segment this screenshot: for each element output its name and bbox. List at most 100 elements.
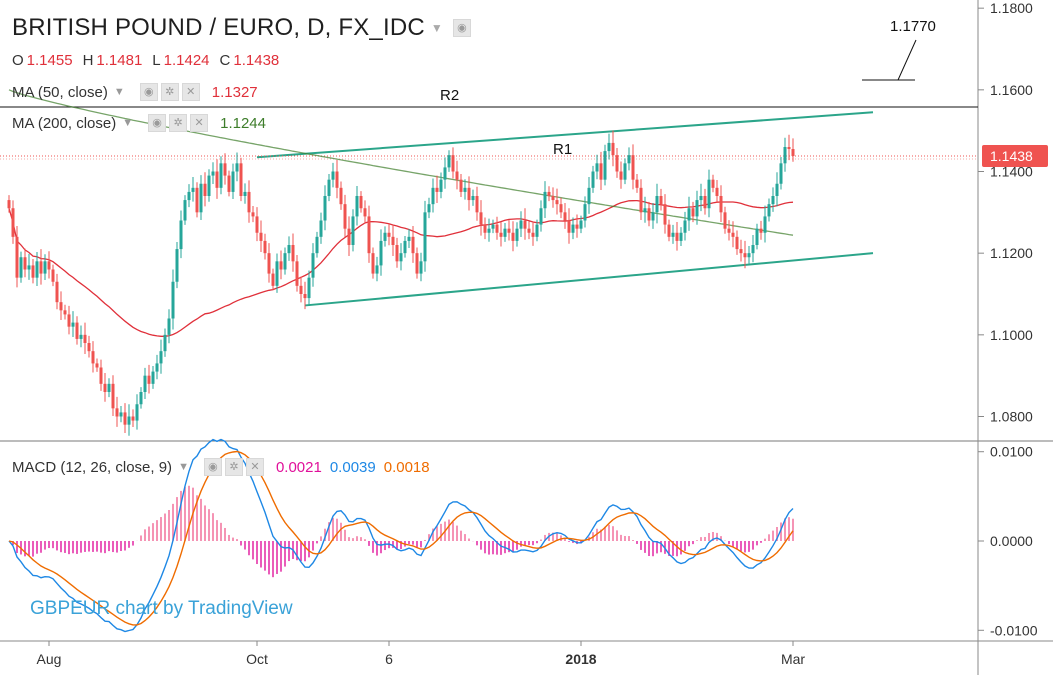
candle-body: [703, 196, 707, 209]
candle-body: [655, 196, 659, 213]
candle-body: [127, 416, 131, 425]
ma200-eye-icon[interactable]: ◉: [148, 114, 167, 132]
eye-icon[interactable]: ◉: [453, 19, 471, 37]
candle-body: [323, 196, 327, 221]
ma200-label: MA (200, close): [12, 114, 117, 132]
channel-upper-line: [256, 111, 874, 159]
macd-tick-label: 0.0000: [990, 533, 1033, 549]
candle-body: [691, 208, 695, 217]
candle-body: [743, 253, 747, 258]
candle-body: [699, 196, 703, 201]
chart-title-row: BRITISH POUND / EURO, D, FX_IDC ▼ ◉: [12, 14, 471, 42]
candle-body: [411, 236, 415, 254]
candle-body: [159, 351, 163, 364]
candle-body: [551, 196, 555, 201]
ma50-dropdown-icon[interactable]: ▼: [113, 86, 125, 98]
candle-body: [155, 363, 159, 372]
macd-dropdown-icon[interactable]: ▼: [178, 461, 189, 473]
candle-body: [555, 200, 559, 205]
macd-settings-icon[interactable]: ✲: [224, 458, 243, 476]
candle-body: [619, 171, 623, 180]
candle-body: [143, 375, 147, 392]
candle-body: [439, 179, 443, 192]
candle-body: [191, 187, 195, 192]
candle-body: [651, 212, 655, 221]
ma50-close-icon[interactable]: ✕: [181, 83, 200, 101]
candle-body: [503, 228, 507, 237]
ma50-settings-icon[interactable]: ✲: [160, 83, 179, 101]
candle-body: [447, 155, 451, 168]
candle-body: [663, 204, 667, 225]
ohlc-close-value: 1.1438: [233, 52, 280, 69]
candle-body: [671, 232, 675, 237]
candlestick-series[interactable]: [7, 130, 795, 436]
candle-body: [463, 187, 467, 192]
candle-body: [547, 191, 551, 196]
candle-body: [91, 351, 95, 364]
ma200-close-icon[interactable]: ✕: [190, 114, 209, 132]
ma200-settings-icon[interactable]: ✲: [169, 114, 188, 132]
candle-body: [279, 261, 283, 270]
candle-body: [539, 208, 543, 225]
candle-body: [23, 257, 27, 270]
ohlc-low-value: 1.1424: [163, 52, 210, 69]
candle-body: [399, 253, 403, 262]
candle-body: [455, 171, 459, 180]
candle-body: [723, 212, 727, 229]
time-tick-label: 6: [385, 651, 393, 667]
price-tick-label: 1.1800: [990, 0, 1033, 16]
candle-body: [179, 220, 183, 250]
moving-averages: [8, 89, 794, 337]
candle-body: [627, 155, 631, 164]
ma200-dropdown-icon[interactable]: ▼: [122, 117, 134, 129]
candle-body: [387, 232, 391, 237]
candle-body: [775, 183, 779, 196]
ma200-legend[interactable]: MA (200, close) ▼ ◉ ✲ ✕ 1.1244: [12, 114, 266, 132]
macd-legend[interactable]: MACD (12, 26, close, 9) ▼ ◉ ✲ ✕ 0.0021 0…: [12, 458, 430, 476]
candle-body: [523, 220, 527, 229]
candle-body: [683, 220, 687, 233]
current-price-label: 1.1438: [990, 148, 1033, 164]
candle-body: [87, 343, 91, 352]
candle-body: [239, 163, 243, 196]
macd-eye-icon[interactable]: ◉: [203, 458, 222, 476]
ma50-eye-icon[interactable]: ◉: [139, 83, 158, 101]
symbol-dropdown-icon[interactable]: ▼: [430, 21, 443, 35]
candle-body: [563, 212, 567, 221]
candle-body: [63, 310, 67, 315]
price-tick-label: 1.0800: [990, 409, 1033, 425]
candle-body: [203, 183, 207, 196]
candle-body: [495, 224, 499, 233]
candle-body: [359, 196, 363, 209]
candle-body: [83, 334, 87, 343]
candle-body: [467, 187, 471, 201]
candle-body: [347, 228, 351, 245]
candle-body: [15, 236, 19, 278]
ma50-legend[interactable]: MA (50, close) ▼ ◉ ✲ ✕ 1.1327: [12, 83, 258, 101]
candle-body: [51, 269, 55, 282]
macd-close-icon[interactable]: ✕: [245, 458, 264, 476]
candle-body: [371, 253, 375, 274]
candle-body: [747, 253, 751, 258]
ohlc-high-key: H: [82, 52, 94, 69]
symbol-title[interactable]: BRITISH POUND / EURO, D, FX_IDC: [12, 14, 425, 41]
candle-body: [767, 204, 771, 217]
candle-body: [751, 245, 755, 254]
candle-body: [79, 334, 83, 339]
candle-body: [139, 392, 143, 405]
candle-body: [475, 196, 479, 213]
candle-body: [263, 240, 267, 254]
candle-body: [351, 216, 355, 245]
ohlc-high-value: 1.1481: [96, 52, 143, 69]
ohlc-open-key: O: [12, 52, 24, 69]
ma50-line: [8, 199, 794, 337]
candle-body: [731, 232, 735, 237]
candle-body: [331, 171, 335, 180]
trend-lines[interactable]: [0, 106, 978, 307]
candle-body: [759, 228, 763, 233]
candle-body: [271, 273, 275, 286]
candle-body: [251, 212, 255, 217]
candle-body: [235, 163, 239, 172]
candle-body: [375, 265, 379, 274]
